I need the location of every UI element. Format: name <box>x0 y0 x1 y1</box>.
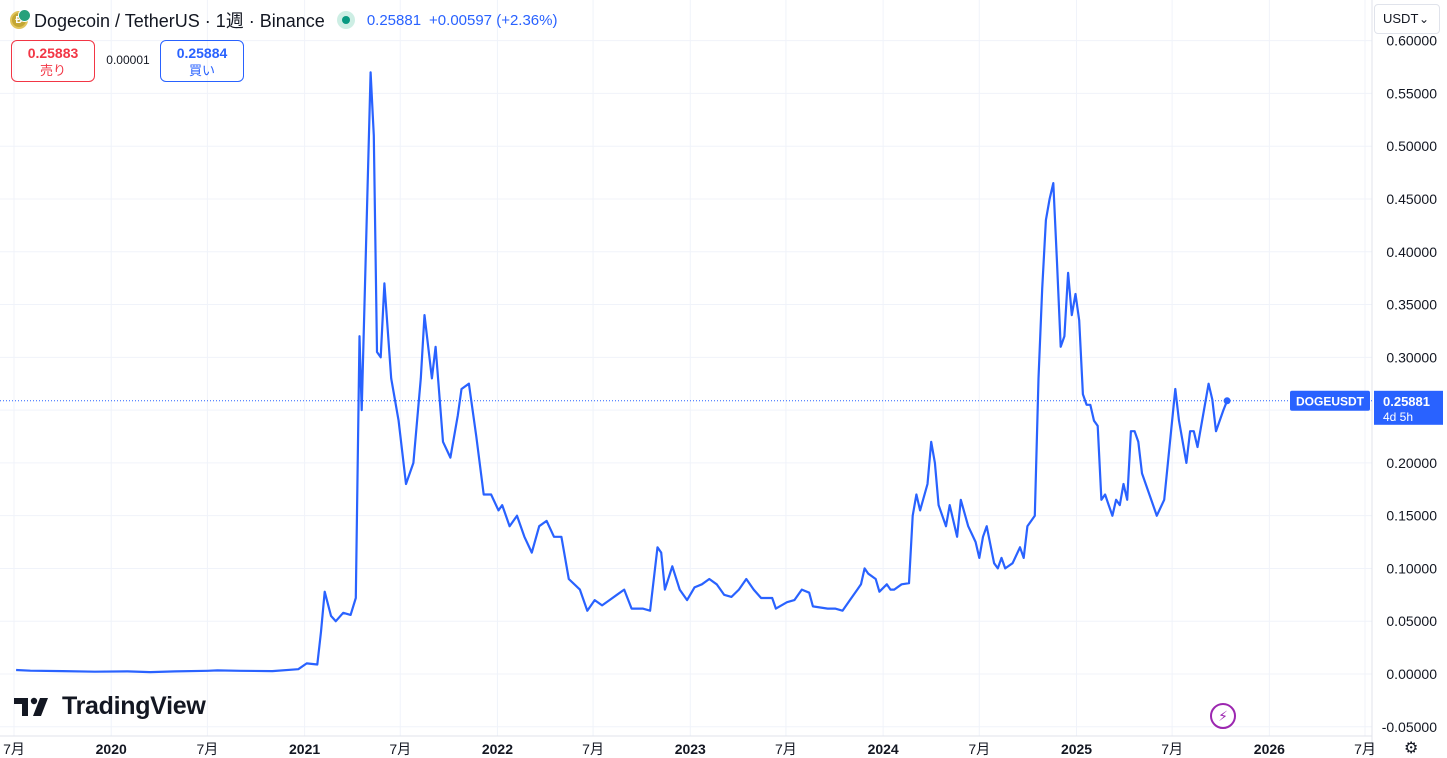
x-tick-label: 7月 <box>196 741 218 757</box>
x-tick-label: 7月 <box>582 741 604 757</box>
tradingview-logo-icon <box>14 697 48 716</box>
price-axis: -0.05000 0.00000 0.05000 0.10000 0.15000 0.20… <box>1382 33 1437 735</box>
y-tick-label: 0.20000 <box>1386 455 1437 471</box>
y-tick-label: 0.40000 <box>1386 244 1437 260</box>
symbol-label: DOGEUSDT <box>1296 394 1365 408</box>
sell-price: 0.25883 <box>27 45 79 61</box>
symbol-label-box <box>1290 390 1370 411</box>
sell-label: 売り <box>39 63 66 78</box>
sell-button[interactable]: 0.25883 売り <box>11 40 95 82</box>
tether-icon <box>18 9 31 22</box>
chart-grid <box>0 0 1372 736</box>
y-tick-label: 0.30000 <box>1386 349 1437 365</box>
x-tick-label: 7月 <box>389 741 411 757</box>
header-last-price: 0.25881 <box>366 11 422 29</box>
market-open-icon[interactable] <box>336 11 355 29</box>
x-tick-label: 2020 <box>96 741 127 757</box>
axis-price-label-box <box>1374 390 1443 425</box>
x-tick-label: 2023 <box>675 741 706 757</box>
x-tick-label: 7月 <box>3 741 25 757</box>
y-tick-label: 0.10000 <box>1386 560 1437 576</box>
y-tick-label: 0.55000 <box>1386 85 1437 101</box>
lightning-icon[interactable]: ⚡ <box>1210 703 1236 729</box>
header-change: +0.00597 (+2.36%) <box>429 11 558 29</box>
x-tick-label: 2022 <box>482 741 513 757</box>
price-label: DOGEUSDT 0.25881 4d 5h <box>1290 390 1443 425</box>
symbol-header: Ð Dogecoin / TetherUS · 1週 · Binance 0.2… <box>10 8 565 32</box>
y-tick-label: 0.15000 <box>1386 508 1437 524</box>
y-tick-label: -0.05000 <box>1382 719 1437 735</box>
currency-select[interactable]: USDT ⌄ <box>1374 4 1440 34</box>
x-tick-label: 7月 <box>775 741 797 757</box>
y-tick-label: 0.05000 <box>1386 613 1437 629</box>
time-axis: 7月 2020 7月 2021 7月 2022 7月 2023 7月 2024 7月 2025 7月 20… <box>3 741 1376 757</box>
dogecoin-icon: Ð <box>10 9 31 29</box>
spread-value: 0.00001 <box>106 53 150 67</box>
y-tick-label: 0.45000 <box>1386 191 1437 207</box>
x-tick-label: 7月 <box>968 741 990 757</box>
buy-label: 買い <box>188 63 215 78</box>
currency-value: USDT <box>1383 11 1419 26</box>
x-tick-label: 7月 <box>1354 741 1376 757</box>
buy-button[interactable]: 0.25884 買い <box>160 40 244 82</box>
buy-price: 0.25884 <box>176 45 228 61</box>
gear-icon[interactable]: ⚙ <box>1404 740 1419 757</box>
x-tick-label: 7月 <box>1161 741 1183 757</box>
y-tick-label: 0.00000 <box>1386 666 1437 682</box>
x-tick-label: 2021 <box>289 741 320 757</box>
series-line <box>16 71 1229 674</box>
symbol-title[interactable]: Dogecoin / TetherUS · 1週 · Binance <box>34 11 325 31</box>
x-tick-label: 2026 <box>1254 741 1285 757</box>
tradingview-logo-text: TradingView <box>62 692 206 720</box>
chevron-down-icon: ⌄ <box>1418 12 1429 26</box>
y-tick-label: 0.50000 <box>1386 138 1437 154</box>
y-tick-label: 0.60000 <box>1386 33 1437 49</box>
tradingview-logo[interactable]: TradingView <box>14 692 206 721</box>
y-tick-label: 0.35000 <box>1386 297 1437 313</box>
axis-price-label: 0.25881 <box>1383 394 1430 409</box>
last-price-dot <box>1223 397 1231 405</box>
axis-countdown-label: 4d 5h <box>1383 410 1413 424</box>
x-tick-label: 2025 <box>1061 741 1092 757</box>
x-tick-label: 2024 <box>868 741 899 757</box>
